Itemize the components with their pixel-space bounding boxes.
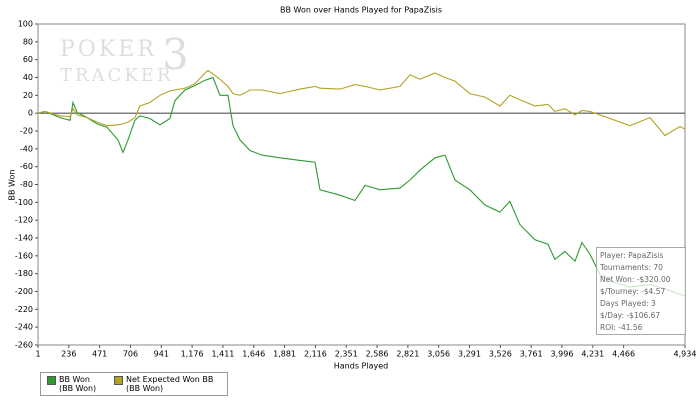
x-tick-label: 236 [61, 350, 76, 359]
watermark-text: TRACKER [60, 65, 173, 86]
y-tick-label: -80 [20, 180, 33, 189]
y-tick-label: -120 [15, 216, 33, 225]
y-tick-label: -140 [15, 234, 33, 243]
x-tick-label: 1,881 [273, 350, 296, 359]
y-tick-label: 100 [18, 20, 33, 29]
y-tick-label: -20 [20, 127, 33, 136]
watermark-text: 3 [162, 30, 189, 79]
x-tick-label: 2,821 [396, 350, 419, 359]
series-line [37, 76, 686, 297]
stat-line: $/Day: -$106.67 [600, 311, 661, 320]
y-tick-label: 0 [28, 109, 33, 118]
legend-entry: BB Won (BB Won) [47, 375, 104, 393]
x-tick-label: 1,176 [181, 350, 204, 359]
y-tick-label: -200 [15, 287, 33, 296]
y-tick-label: -260 [15, 341, 33, 350]
x-tick-label: 4,934 [674, 350, 697, 359]
watermark: POKER TRACKER 3 [60, 30, 189, 86]
x-tick-label: 4,231 [581, 350, 604, 359]
stat-line: Net Won: -$320.00 [600, 275, 671, 284]
y-tick-label: -60 [20, 162, 33, 171]
y-tick-label: 60 [23, 55, 33, 64]
y-tick-label: -160 [15, 251, 33, 260]
x-tick-label: 4,466 [612, 350, 635, 359]
x-tick-label: 941 [154, 350, 169, 359]
series-line [37, 69, 686, 137]
stat-line: Player: PapaZisis [600, 251, 664, 260]
stat-line: ROI: -41.56 [600, 323, 643, 332]
y-tick-label: 40 [23, 73, 33, 82]
legend-entry: Net Expected Won BB (BB Won) [114, 375, 221, 393]
stats-box: Player: PapaZisis Tournaments: 70 Net Won:… [596, 247, 686, 335]
legend-label: Net Expected Won BB (BB Won) [126, 375, 214, 393]
legend-swatch [47, 376, 56, 385]
y-tick-label: 80 [23, 37, 33, 46]
legend: BB Won (BB Won) Net Expected Won BB (BB W… [40, 372, 228, 396]
y-tick-label: -40 [20, 144, 33, 153]
x-tick-label: 2,586 [366, 350, 389, 359]
x-axis-label: Hands Played [334, 362, 388, 371]
x-tick-label: 1,411 [211, 350, 234, 359]
x-tick-label: 3,056 [427, 350, 450, 359]
plot-area [37, 23, 686, 346]
chart-title: BB Won over Hands Played for PapaZisis [280, 6, 442, 15]
x-tick-label: 3,291 [458, 350, 481, 359]
stat-line: $/Tourney: -$4.57 [600, 287, 666, 296]
x-tick-label: 2,351 [335, 350, 358, 359]
stat-line: Days Played: 3 [600, 299, 656, 308]
x-tick-label: 1,646 [242, 350, 265, 359]
x-tick-label: 2,116 [304, 350, 327, 359]
x-tick-label: 3,526 [489, 350, 512, 359]
stat-line: Tournaments: 70 [600, 263, 663, 272]
y-tick-label: 20 [23, 91, 33, 100]
legend-swatch [114, 376, 123, 385]
y-axis-label: BB Won [8, 170, 17, 201]
x-tick-label: 3,761 [520, 350, 543, 359]
x-tick-label: 471 [92, 350, 107, 359]
y-tick-label: -240 [15, 323, 33, 332]
y-tick-label: -180 [15, 269, 33, 278]
watermark-text: POKER [60, 37, 157, 62]
y-tick-label: -220 [15, 305, 33, 314]
x-tick-label: 706 [123, 350, 138, 359]
y-tick-label: -100 [15, 198, 33, 207]
x-tick-label: 3,996 [551, 350, 574, 359]
x-tick-label: 1 [35, 350, 40, 359]
legend-label: BB Won (BB Won) [59, 375, 97, 393]
